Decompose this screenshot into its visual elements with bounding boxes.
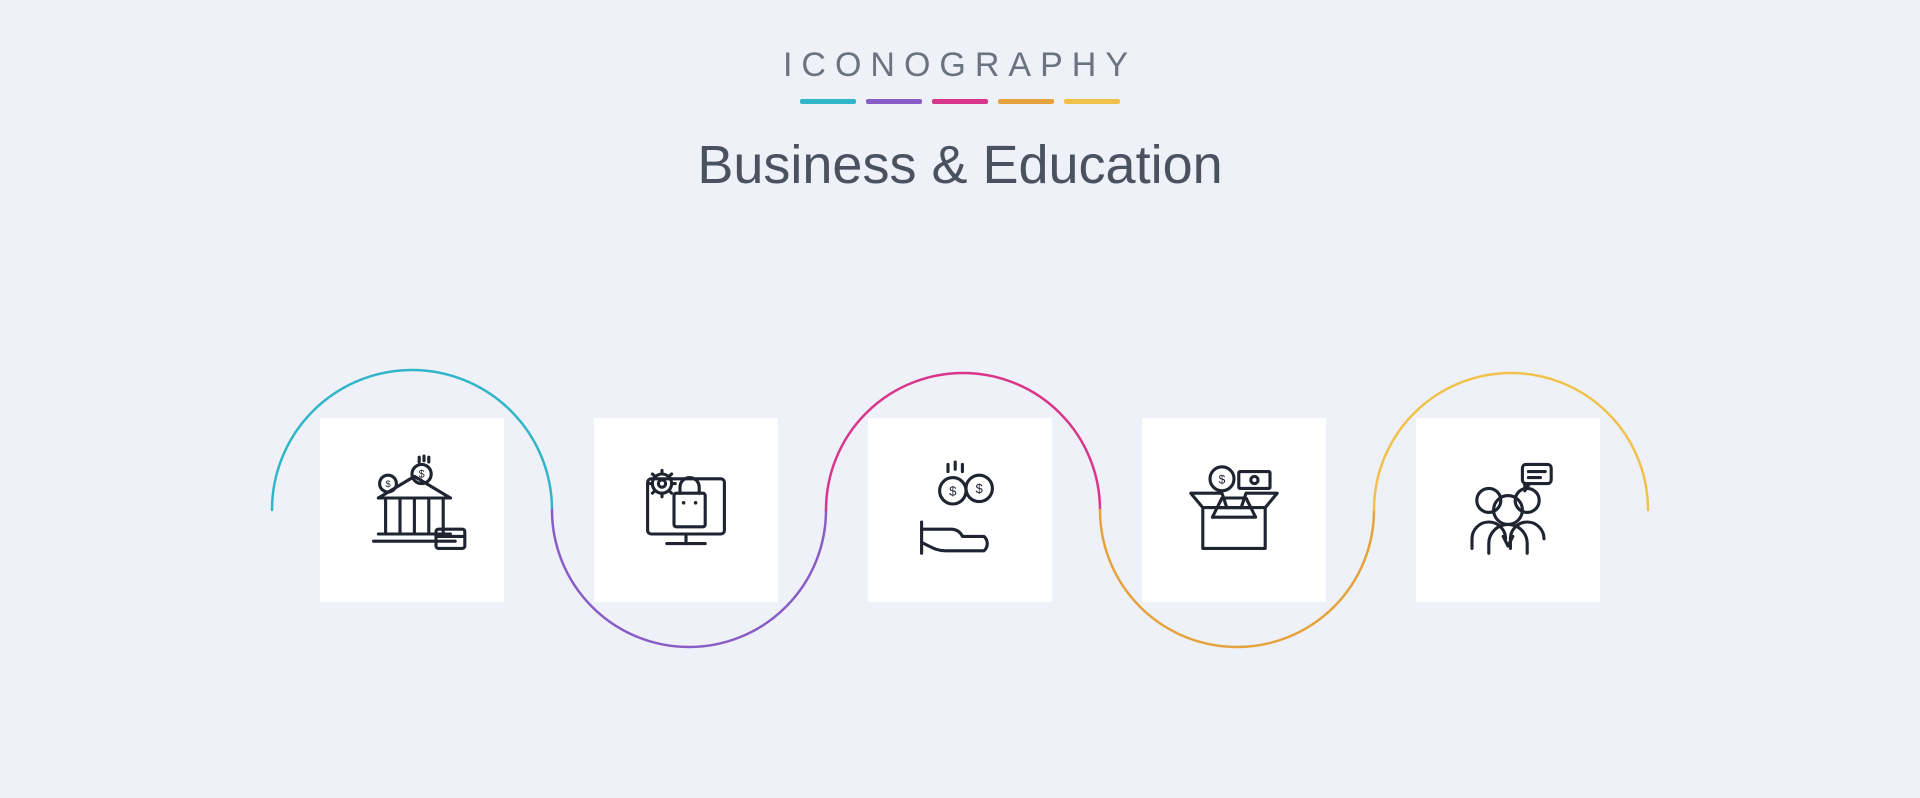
accent-bar xyxy=(932,99,988,104)
brand-text: ICONOGRAPHY xyxy=(0,46,1920,85)
accent-bar xyxy=(1064,99,1120,104)
svg-text:$: $ xyxy=(385,479,391,490)
money-box-icon: $ xyxy=(1174,450,1294,570)
icon-tile: $ xyxy=(1142,418,1326,602)
ecommerce-icon xyxy=(626,450,746,570)
svg-text:$: $ xyxy=(949,484,957,499)
accent-bar xyxy=(800,99,856,104)
svg-text:$: $ xyxy=(976,481,984,496)
icon-tile: $ $ xyxy=(320,418,504,602)
accent-bar xyxy=(998,99,1054,104)
icon-tile: $ $ xyxy=(868,418,1052,602)
tile-row: $ $ xyxy=(0,418,1920,602)
header: ICONOGRAPHY Business & Education xyxy=(0,0,1920,196)
team-chat-icon xyxy=(1448,450,1568,570)
svg-text:$: $ xyxy=(1219,473,1226,487)
bank-icon: $ $ xyxy=(352,450,472,570)
income-hand-icon: $ $ xyxy=(900,450,1020,570)
icon-tile xyxy=(1416,418,1600,602)
accent-underline xyxy=(0,99,1920,104)
icon-stage: $ $ xyxy=(0,290,1920,750)
icon-tile xyxy=(594,418,778,602)
accent-bar xyxy=(866,99,922,104)
category-title: Business & Education xyxy=(0,134,1920,196)
svg-text:$: $ xyxy=(419,469,425,481)
